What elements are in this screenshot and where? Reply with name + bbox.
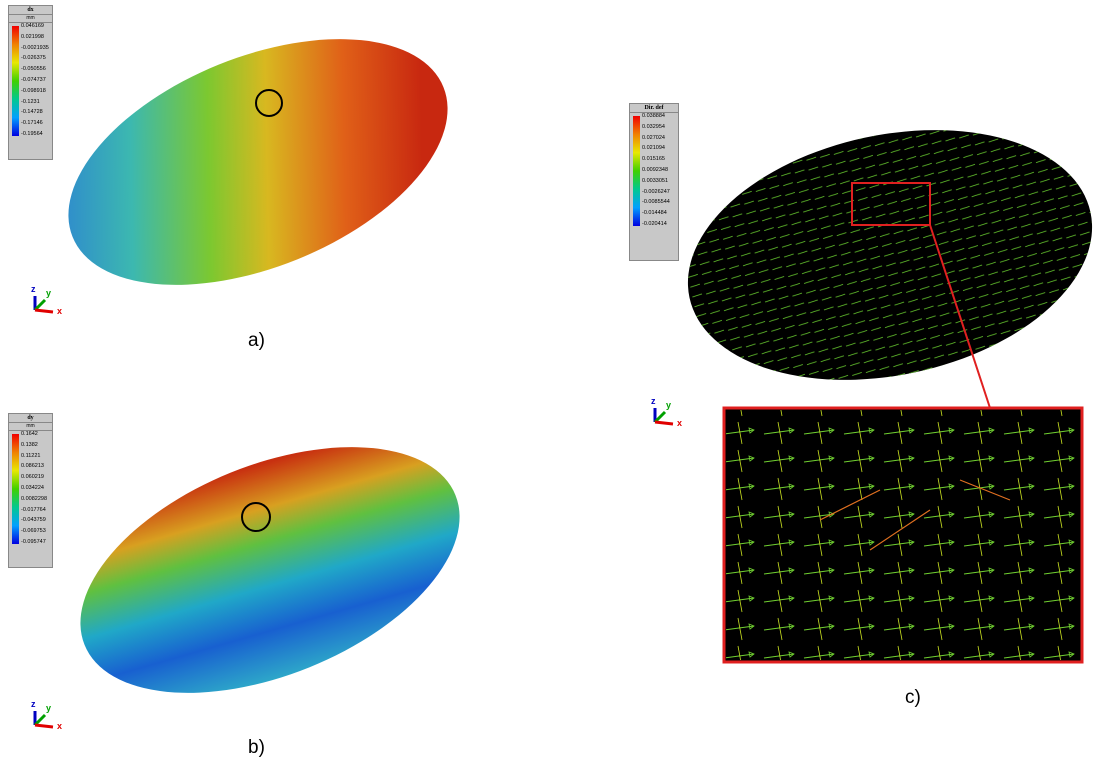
legend-value: 0.046169	[21, 23, 44, 29]
legend-value: 0.038884	[642, 113, 665, 119]
legend-unit: mm	[9, 423, 52, 431]
legend-value: -0.026375	[21, 55, 46, 62]
legend-value: 0.060219	[21, 474, 44, 481]
legend-value: 0.027024	[642, 134, 665, 141]
legend-title: dy	[9, 414, 52, 423]
color-bar	[12, 26, 19, 136]
legend-value: -0.050556	[21, 66, 46, 73]
panel-label: a)	[248, 330, 265, 351]
axis-arrow	[33, 298, 47, 312]
legend-value: -0.19564	[21, 131, 43, 137]
legend-value: -0.074737	[21, 77, 46, 83]
legend-value: 0.032954	[642, 123, 665, 130]
panel-label: c)	[905, 687, 921, 708]
legend-value: 0.0033051	[642, 177, 668, 184]
axis-label: x	[57, 306, 63, 316]
axis-label: y	[666, 400, 672, 410]
axis-arrow	[653, 410, 667, 424]
axis-label: z	[31, 284, 36, 294]
legend-unit: mm	[9, 15, 52, 23]
axis-triads	[33, 296, 674, 729]
color-bar	[12, 434, 19, 544]
axis-label: z	[651, 396, 656, 406]
legend-value: -0.043759	[21, 517, 46, 524]
legend-value: -0.0026247	[642, 188, 670, 195]
legend-value: 0.0082298	[21, 495, 47, 502]
legend-value: -0.014484	[642, 210, 667, 217]
axis-arrow	[654, 420, 674, 426]
axis-label: y	[46, 703, 52, 713]
axis-arrow	[34, 723, 54, 729]
legend-value: 0.021094	[642, 145, 665, 152]
legend-value: -0.098918	[21, 87, 46, 94]
legend-value: 0.021998	[21, 33, 44, 40]
axis-arrow	[34, 308, 54, 314]
legend-value: -0.1231	[21, 98, 40, 105]
axis-label: x	[57, 721, 63, 731]
legend-value: -0.017764	[21, 506, 46, 513]
legend-value: -0.14728	[21, 109, 43, 116]
legend-value: -0.0085544	[642, 199, 670, 206]
legend-value: -0.17146	[21, 120, 43, 127]
surface-b	[80, 447, 460, 693]
legend-title: dx	[9, 6, 52, 15]
legend-value: 0.0092348	[642, 167, 668, 173]
legend-value: 0.1382	[21, 441, 38, 448]
legend-value: -0.0021935	[21, 44, 49, 51]
legend-value: -0.020414	[642, 221, 667, 227]
legend-title: Dir. def	[630, 104, 678, 113]
legend-value: -0.095747	[21, 539, 46, 545]
legend-value: -0.069753	[21, 528, 46, 535]
legend-value: 0.11221	[21, 452, 41, 459]
axis-label: y	[46, 288, 52, 298]
color-bar	[633, 116, 640, 226]
legend: Dir. def 0.038884 0.032954 0.027024 0.021094…	[629, 103, 679, 261]
legend-value: 0.086213	[21, 463, 44, 470]
axis-label: z	[31, 699, 36, 709]
legend-value: 0.1642	[21, 431, 38, 437]
panel-label: b)	[248, 737, 265, 758]
legend: dy mm 0.1642 0.1382 0.11221 0.086213 0.060219 0…	[8, 413, 53, 568]
surface-c	[687, 130, 1093, 664]
surface-a	[68, 39, 448, 285]
legend-value: 0.015165	[642, 156, 665, 163]
axis-arrow	[33, 713, 47, 727]
axis-label: x	[677, 418, 683, 428]
legend-value: 0.034224	[21, 485, 44, 491]
legend: dx mm 0.046169 0.021998 -0.0021935 -0.026375 -…	[8, 5, 53, 160]
